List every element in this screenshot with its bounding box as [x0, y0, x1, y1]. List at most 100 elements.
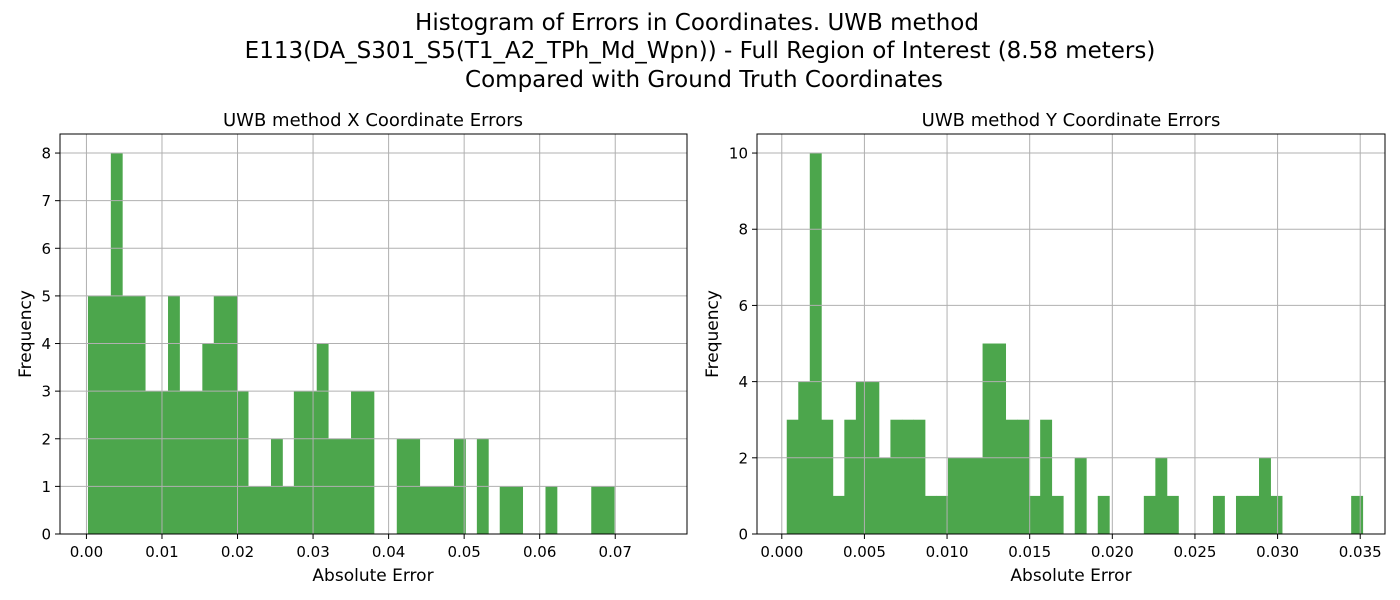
y-histogram-bar [809, 153, 822, 535]
x-histogram-bar [145, 391, 157, 534]
x-xtick-label: 0.04 [372, 543, 405, 561]
x-error-histogram: UWB method X Coordinate Errors Absolute … [16, 110, 688, 586]
y-histogram-bar [1143, 495, 1156, 534]
y-histogram-bar [1166, 495, 1179, 534]
x-histogram-bar [179, 391, 192, 534]
y-histogram-bar [1005, 419, 1018, 534]
y-ytick-label: 10 [729, 145, 748, 163]
y-histogram-bar [982, 343, 995, 534]
x-histogram-bar [499, 486, 512, 534]
y-histogram-bar [832, 495, 845, 534]
x-histogram-bar [351, 391, 363, 534]
x-histogram-bar [419, 486, 432, 534]
x-histogram-bar [602, 486, 615, 534]
x-xtick-label: 0.00 [70, 543, 103, 561]
y-histogram-bar [1155, 457, 1168, 534]
y-xtick-label: 0.025 [1173, 543, 1216, 561]
x-histogram-bar [431, 486, 443, 534]
x-xtick-label: 0.07 [599, 543, 632, 561]
x-histogram-bar [213, 295, 226, 534]
y-xtick-label: 0.010 [926, 543, 969, 561]
y-histogram-bar [786, 419, 799, 534]
y-error-histogram: UWB method Y Coordinate Errors Absolute … [703, 110, 1386, 586]
y-histogram-bar [1235, 495, 1248, 534]
y-histogram-bar [821, 419, 834, 534]
y-ytick-label: 8 [738, 221, 748, 239]
x-grid [60, 134, 687, 535]
y-histogram-bar [959, 457, 972, 534]
y-histogram-bar [948, 457, 960, 534]
y-histogram-bar [1247, 495, 1260, 534]
y-histogram-bar [1040, 419, 1053, 534]
y-xtick-label: 0.020 [1091, 543, 1134, 561]
y-histogram-bar [936, 495, 949, 534]
y-ytick-label: 0 [738, 526, 748, 544]
x-ytick-label: 8 [41, 145, 51, 163]
y-histogram-bar [1212, 495, 1225, 534]
x-ytick-label: 0 [41, 526, 51, 544]
x-histogram-bar [99, 295, 112, 534]
y-histogram-bar [1097, 495, 1110, 534]
x-xtick-label: 0.02 [221, 543, 254, 561]
x-ytick-label: 4 [41, 335, 51, 353]
x-histogram-bar [591, 486, 604, 534]
y-histogram-bar [1351, 495, 1364, 534]
y-xtick-label: 0.030 [1256, 543, 1299, 561]
x-histogram-bar [248, 486, 260, 534]
x-histogram-bar [545, 486, 558, 534]
y-histogram-bar [844, 419, 857, 534]
x-xtick-label: 0.05 [447, 543, 480, 561]
x-histogram-bar [362, 391, 375, 534]
x-histogram-bar [225, 295, 238, 534]
x-histogram-bar [293, 391, 306, 534]
y-ytick-label: 2 [738, 449, 748, 467]
y-xtick-label: 0.005 [843, 543, 886, 561]
x-xtick-label: 0.03 [296, 543, 329, 561]
x-histogram-bar [259, 486, 272, 534]
x-ytick-label: 7 [41, 192, 51, 210]
figure-title-line-2: E113(DA_S301_S5(T1_A2_TPh_Md_Wpn)) - Ful… [245, 38, 1156, 64]
x-histogram-bar [168, 295, 180, 534]
y-ytick-label: 6 [738, 297, 748, 315]
y-axes-frame [756, 133, 1386, 535]
y-bars [786, 153, 1364, 535]
y-xtick-label: 0.000 [760, 543, 803, 561]
x-ytick-label: 1 [41, 478, 51, 496]
x-histogram-bar [282, 486, 295, 534]
x-histogram-bar [190, 391, 203, 534]
y-histogram-bar [901, 419, 914, 534]
y-histogram-bar [878, 457, 891, 534]
x-histogram-bar [511, 486, 524, 534]
x-ytick-label: 2 [41, 430, 51, 448]
x-xtick-label: 0.01 [145, 543, 178, 561]
y-histogram-bar [913, 419, 926, 534]
x-ytick-label: 3 [41, 383, 51, 401]
y-histogram-bar [1051, 495, 1064, 534]
x-histogram-bar [236, 391, 249, 534]
x-panel-xlabel: Absolute Error [312, 566, 433, 586]
y-histogram-bar [1028, 495, 1041, 534]
figure-title-line-3: Compared with Ground Truth Coordinates [465, 67, 943, 93]
x-axes-frame [59, 133, 688, 535]
y-histogram-bar [1074, 457, 1087, 534]
x-histogram-bar [133, 295, 146, 534]
y-histogram-bar [890, 419, 903, 534]
y-panel-title: UWB method Y Coordinate Errors [922, 110, 1221, 131]
x-ytick-label: 6 [41, 240, 51, 258]
x-histogram-bar [122, 295, 135, 534]
x-panel-title: UWB method X Coordinate Errors [223, 110, 523, 131]
y-histogram-bar [1259, 457, 1271, 534]
x-histogram-bar [305, 391, 318, 534]
x-histogram-bar [87, 295, 100, 534]
x-ytick-label: 5 [41, 287, 51, 305]
y-xtick-label: 0.035 [1339, 543, 1382, 561]
y-panel-ylabel: Frequency [703, 290, 723, 378]
figure-title-line-1: Histogram of Errors in Coordinates. UWB … [415, 10, 979, 36]
x-xtick-label: 0.06 [523, 543, 556, 561]
y-histogram-bar [971, 457, 983, 534]
y-xtick-label: 0.015 [1008, 543, 1051, 561]
y-histogram-bar [1270, 495, 1283, 534]
y-panel-xlabel: Absolute Error [1010, 566, 1131, 586]
y-histogram-bar [1017, 419, 1030, 534]
